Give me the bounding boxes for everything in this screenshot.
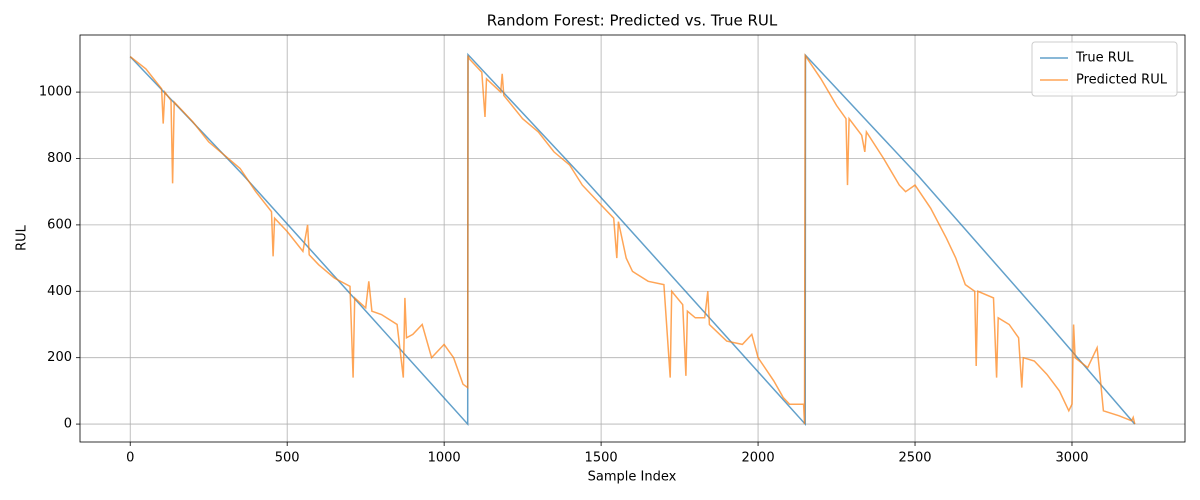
line-series <box>129 53 1136 425</box>
y-axis-label: RUL <box>15 224 30 251</box>
x-tick-label: 500 <box>275 451 300 466</box>
legend-box <box>1031 41 1178 97</box>
plot-frame <box>79 34 1186 443</box>
y-tick-label: 600 <box>47 217 72 232</box>
x-tick-label: 2500 <box>898 451 931 466</box>
y-tick-label: 800 <box>47 151 72 166</box>
x-tick-label: 2000 <box>742 451 775 466</box>
legend-label: True RUL <box>1075 51 1134 66</box>
line-series <box>129 52 1136 427</box>
y-tick-label: 400 <box>47 284 72 299</box>
x-tick-label: 1500 <box>585 451 618 466</box>
x-axis-label: Sample Index <box>588 470 677 485</box>
y-tick-label: 1000 <box>39 85 72 100</box>
chart-title: Random Forest: Predicted vs. True RUL <box>487 12 778 30</box>
y-tick-label: 200 <box>47 350 72 365</box>
x-tick-label: 3000 <box>1055 451 1088 466</box>
y-tick-label: 0 <box>64 417 72 432</box>
x-tick-label: 0 <box>126 451 134 466</box>
legend-label: Predicted RUL <box>1076 73 1168 88</box>
x-tick-label: 1000 <box>428 451 461 466</box>
